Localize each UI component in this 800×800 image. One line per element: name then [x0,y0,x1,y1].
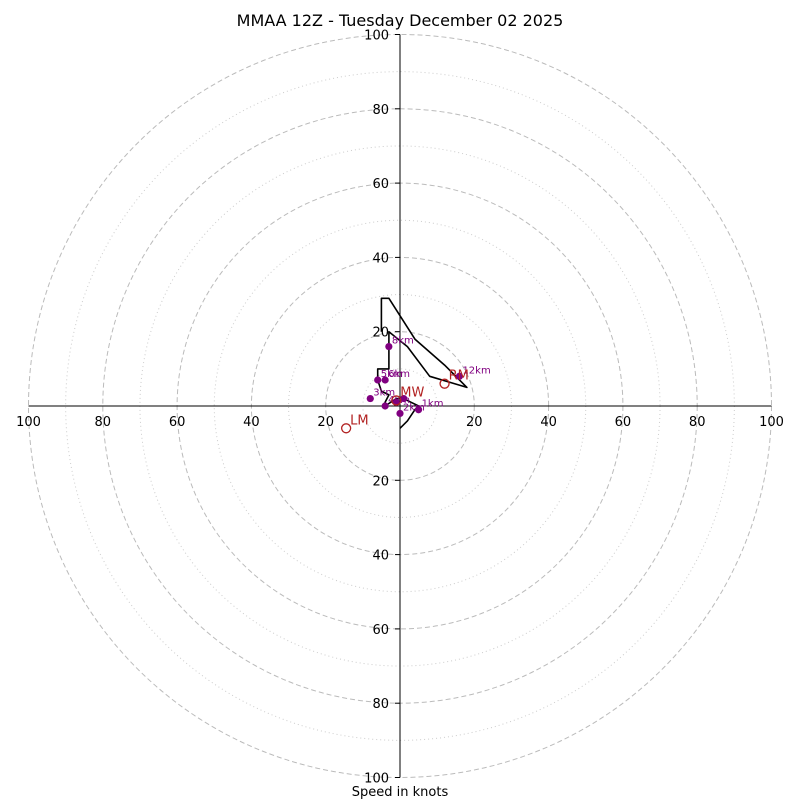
motion-label: MW [400,385,424,400]
height-point [385,342,393,351]
height-point [366,394,374,403]
tick-labels: 100 80 60 40 20 20 40 60 80 100 100 80 60 40 20 20 40 60 8… [16,29,784,787]
y-tick-label: 40 [372,251,389,266]
x-tick-label: 80 [95,415,112,430]
y-tick-label: 60 [372,623,389,638]
y-tick-label: 100 [364,772,389,787]
motion-label: LM [350,413,368,428]
storm-motion-markers: RM LM MW [340,369,469,434]
y-tick-label: 40 [372,549,389,564]
x-tick-label: 40 [540,415,557,430]
height-point [381,402,389,410]
height-point [381,376,389,384]
x-tick-label: 60 [615,415,632,430]
height-label: 8km [392,336,414,347]
motion-marker [391,395,402,406]
height-point [374,376,382,384]
height-point [396,409,404,418]
y-tick-label: 60 [372,177,389,192]
height-points: 1km2km3km4km5km6km8km12km [366,336,491,418]
height-label: 6km [388,369,410,380]
chart-title: MMAA 12Z - Tuesday December 02 2025 [237,11,564,30]
x-tick-label: 20 [317,415,334,430]
x-tick-label: 100 [759,415,784,430]
height-label: 1km [422,399,444,410]
y-tick-label: 80 [372,103,389,118]
y-tick-label: 20 [372,326,389,341]
y-tick-label: 80 [372,697,389,712]
height-point [400,394,408,403]
height-label: 12km [462,365,490,376]
x-tick-label: 60 [169,415,186,430]
y-tick-label: 20 [372,474,389,489]
hodograph-trace [376,297,468,429]
height-label: 3km [373,388,395,399]
hodograph-line [376,297,468,429]
motion-marker [340,423,352,434]
x-tick-label: 20 [466,415,483,430]
axes [28,34,772,778]
height-label: 5km [381,369,403,380]
height-label: 2km [403,402,425,413]
x-axis-label: Speed in knots [352,785,449,800]
y-tick-label: 100 [364,29,389,44]
motion-marker [439,378,450,389]
x-tick-label: 100 [16,415,41,430]
height-point [414,406,423,414]
x-tick-label: 80 [689,415,706,430]
motion-label: RM [449,369,469,384]
height-point [455,372,464,380]
x-tick-label: 40 [243,415,260,430]
